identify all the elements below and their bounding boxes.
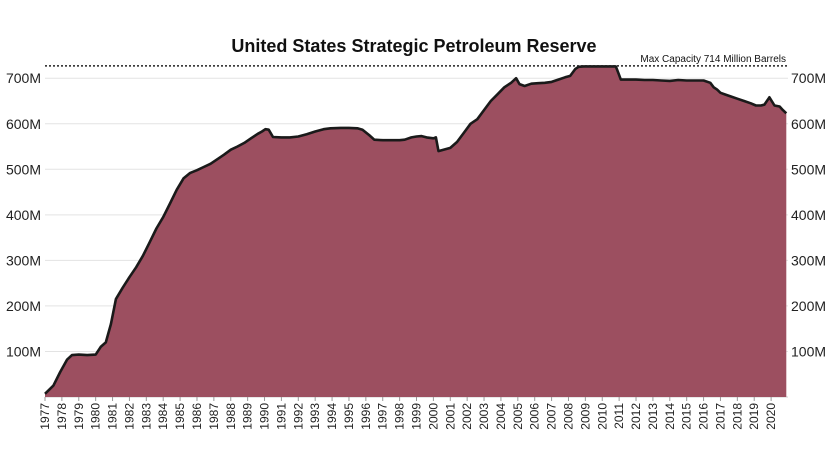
- x-tick-label: 1998: [393, 403, 407, 430]
- x-tick-label: 1981: [106, 403, 120, 430]
- y-axis-left: 100M 200M 300M 400M 500M 600M 700M: [6, 70, 41, 359]
- x-tick-label: 1988: [224, 403, 238, 430]
- y-tick-label-right: 200M: [791, 298, 826, 314]
- y-tick-label-left: 100M: [6, 343, 41, 359]
- x-tick-label: 1991: [274, 403, 288, 430]
- chart-title: United States Strategic Petroleum Reserv…: [231, 36, 596, 56]
- x-tick-label: 2018: [730, 403, 744, 430]
- x-tick-label: 2015: [680, 403, 694, 430]
- x-tick-label: 1984: [156, 403, 170, 430]
- x-tick-label: 1990: [258, 403, 272, 430]
- x-tick-label: 2012: [629, 403, 643, 430]
- x-tick-label: 1987: [207, 403, 221, 430]
- x-tick-label: 1995: [342, 403, 356, 430]
- x-tick-label: 2014: [663, 403, 677, 430]
- y-tick-label-right: 600M: [791, 116, 826, 132]
- y-tick-label-left: 200M: [6, 298, 41, 314]
- y-tick-label-right: 300M: [791, 252, 826, 268]
- x-tick-label: 1997: [376, 403, 390, 430]
- y-tick-label-right: 700M: [791, 70, 826, 86]
- x-tick-label: 1992: [291, 403, 305, 430]
- x-tick-label: 2007: [545, 403, 559, 430]
- y-tick-label-left: 600M: [6, 116, 41, 132]
- x-tick-label: 1985: [173, 403, 187, 430]
- x-tick-label: 2013: [646, 403, 660, 430]
- x-tick-label: 2016: [697, 403, 711, 430]
- x-tick-label: 2005: [511, 403, 525, 430]
- x-tick-label: 1986: [190, 403, 204, 430]
- y-tick-label-left: 500M: [6, 161, 41, 177]
- x-tick-label: 2017: [713, 403, 727, 430]
- y-axis-right: 100M 200M 300M 400M 500M 600M 700M: [791, 70, 826, 359]
- x-tick-label: 1982: [122, 403, 136, 430]
- x-tick-label: 2000: [426, 403, 440, 430]
- x-tick-label: 1996: [359, 403, 373, 430]
- x-tick-label: 2006: [528, 403, 542, 430]
- y-tick-label-left: 700M: [6, 70, 41, 86]
- y-tick-label-left: 300M: [6, 252, 41, 268]
- x-tick-label: 2001: [443, 403, 457, 430]
- x-tick-label: 1994: [325, 403, 339, 430]
- x-tick-label: 2011: [612, 403, 626, 429]
- y-tick-label-right: 500M: [791, 161, 826, 177]
- x-tick-label: 1989: [241, 403, 255, 430]
- x-axis: 1977 1978 1979 1980 1981 1982 1983 1984 1985 1986…: [38, 397, 778, 430]
- area-fill: [45, 66, 787, 398]
- x-tick-label: 2009: [578, 403, 592, 430]
- y-tick-label-right: 400M: [791, 207, 826, 223]
- max-capacity-label: Max Capacity 714 Million Barrels: [640, 54, 786, 65]
- x-tick-label: 1983: [139, 403, 153, 430]
- x-tick-label: 1977: [38, 403, 52, 430]
- y-tick-label-left: 400M: [6, 207, 41, 223]
- x-tick-label: 2019: [747, 403, 761, 430]
- x-tick-label: 2002: [460, 403, 474, 430]
- x-tick-label: 2003: [477, 403, 491, 430]
- x-tick-label: 1979: [72, 403, 86, 430]
- series-line: [44, 65, 788, 395]
- x-tick-label: 1993: [308, 403, 322, 430]
- x-tick-label: 1978: [55, 403, 69, 430]
- x-tick-label: 1999: [410, 403, 424, 430]
- x-tick-label: 2004: [494, 403, 508, 430]
- y-tick-label-right: 100M: [791, 343, 826, 359]
- x-tick-label: 2020: [764, 403, 778, 430]
- x-tick-label: 2008: [561, 403, 575, 430]
- x-tick-label: 2010: [595, 403, 609, 430]
- x-tick-label: 1980: [89, 403, 103, 430]
